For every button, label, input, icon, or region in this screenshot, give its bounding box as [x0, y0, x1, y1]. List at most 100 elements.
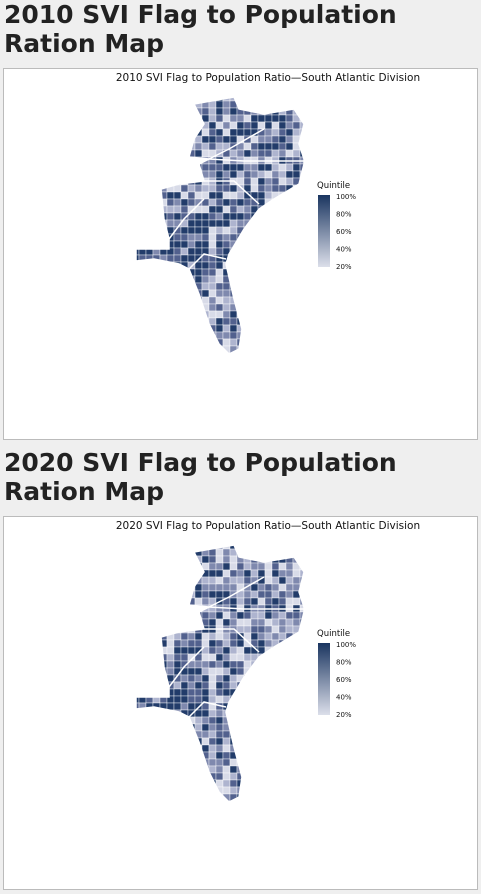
county	[285, 562, 294, 571]
county	[257, 219, 266, 228]
county	[271, 653, 280, 662]
county	[173, 317, 182, 326]
county	[215, 618, 224, 627]
county	[257, 545, 266, 550]
county	[215, 352, 224, 354]
county	[215, 275, 224, 284]
county	[180, 730, 189, 739]
county	[222, 674, 231, 683]
county	[307, 633, 314, 640]
county	[138, 289, 147, 298]
county	[292, 310, 301, 319]
county	[292, 352, 301, 354]
county	[180, 772, 189, 781]
county	[194, 709, 203, 718]
county	[307, 234, 314, 241]
county	[299, 758, 304, 767]
county	[159, 772, 168, 781]
county	[145, 163, 154, 172]
county	[307, 283, 314, 290]
county	[136, 688, 140, 697]
county	[194, 233, 203, 242]
county	[208, 744, 217, 753]
county	[285, 170, 294, 179]
county	[307, 661, 314, 668]
county	[201, 226, 210, 235]
county	[264, 730, 273, 739]
county	[243, 177, 252, 186]
county	[152, 107, 161, 116]
county	[222, 289, 231, 298]
county	[264, 317, 273, 326]
county	[138, 646, 147, 655]
county	[250, 114, 259, 123]
county	[152, 653, 161, 662]
county	[173, 730, 182, 739]
county	[215, 121, 224, 130]
county	[250, 324, 259, 333]
county	[257, 597, 266, 606]
county	[271, 702, 280, 711]
county	[152, 730, 161, 739]
county	[152, 548, 161, 557]
map-regions	[136, 545, 314, 802]
county	[271, 786, 280, 795]
county	[201, 709, 210, 718]
county	[278, 737, 287, 746]
county	[257, 247, 266, 256]
county	[159, 310, 168, 319]
county	[257, 114, 266, 123]
county	[271, 128, 280, 137]
county	[138, 212, 147, 221]
county	[138, 709, 147, 718]
county	[138, 163, 147, 172]
county	[250, 590, 259, 599]
legend-label: 100%	[336, 641, 356, 649]
county	[250, 674, 259, 683]
county	[307, 171, 314, 178]
county	[292, 345, 301, 354]
county	[250, 142, 259, 151]
county	[264, 142, 273, 151]
county	[136, 597, 140, 606]
county	[215, 289, 224, 298]
county	[215, 583, 224, 592]
county	[222, 324, 231, 333]
county	[257, 737, 266, 746]
county	[292, 744, 301, 753]
county	[285, 275, 294, 284]
county	[166, 331, 175, 340]
county	[145, 135, 154, 144]
county	[173, 303, 182, 312]
county	[180, 317, 189, 326]
county	[136, 177, 140, 186]
county	[285, 331, 294, 340]
county	[194, 191, 203, 200]
county	[257, 100, 266, 109]
county	[229, 632, 238, 641]
county	[208, 275, 217, 284]
map-outline	[135, 96, 305, 355]
county	[307, 339, 314, 346]
county	[307, 185, 314, 192]
county	[201, 275, 210, 284]
county	[292, 695, 301, 704]
county	[285, 548, 294, 557]
county	[229, 611, 238, 620]
county	[222, 653, 231, 662]
county	[271, 611, 280, 620]
county	[243, 758, 252, 767]
county	[152, 618, 161, 627]
county	[278, 660, 287, 669]
county	[264, 163, 273, 172]
county	[145, 576, 154, 585]
county	[307, 738, 314, 745]
county	[138, 296, 147, 305]
county	[138, 219, 147, 228]
county	[292, 765, 301, 774]
county	[299, 303, 304, 312]
county	[194, 695, 203, 704]
county	[236, 268, 245, 277]
county	[187, 338, 196, 347]
county	[187, 772, 196, 781]
